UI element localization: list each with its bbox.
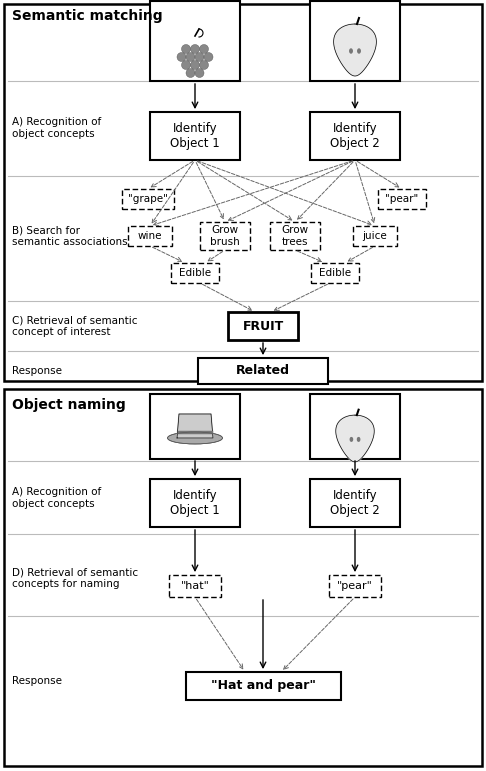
Circle shape — [195, 52, 204, 62]
Ellipse shape — [350, 49, 352, 53]
FancyBboxPatch shape — [311, 263, 359, 283]
Text: Object naming: Object naming — [12, 398, 126, 412]
Text: D) Retrieval of semantic
concepts for naming: D) Retrieval of semantic concepts for na… — [12, 567, 138, 589]
Text: wine: wine — [138, 231, 162, 241]
Circle shape — [204, 52, 213, 62]
FancyBboxPatch shape — [329, 575, 381, 597]
FancyBboxPatch shape — [128, 226, 172, 246]
FancyBboxPatch shape — [186, 672, 341, 700]
Ellipse shape — [358, 49, 360, 53]
Text: A) Recognition of
object concepts: A) Recognition of object concepts — [12, 487, 101, 509]
Text: Edible: Edible — [319, 268, 351, 278]
Circle shape — [177, 52, 186, 62]
Text: Identify
Object 1: Identify Object 1 — [170, 122, 220, 150]
FancyBboxPatch shape — [198, 358, 328, 384]
Text: Response: Response — [12, 366, 62, 376]
Polygon shape — [336, 415, 374, 462]
Circle shape — [191, 45, 199, 53]
FancyBboxPatch shape — [150, 1, 240, 81]
FancyBboxPatch shape — [150, 479, 240, 527]
FancyBboxPatch shape — [353, 226, 397, 246]
Text: Edible: Edible — [179, 268, 211, 278]
Text: Identify
Object 2: Identify Object 2 — [330, 122, 380, 150]
Text: "Hat and pear": "Hat and pear" — [210, 679, 315, 692]
Text: Identify
Object 1: Identify Object 1 — [170, 489, 220, 517]
Text: Grow
brush: Grow brush — [210, 225, 240, 247]
Circle shape — [195, 69, 204, 78]
Circle shape — [181, 45, 191, 53]
FancyBboxPatch shape — [200, 222, 250, 250]
Circle shape — [199, 45, 208, 53]
FancyBboxPatch shape — [310, 393, 400, 459]
Text: FRUIT: FRUIT — [243, 319, 284, 332]
Text: B) Search for
semantic associations: B) Search for semantic associations — [12, 225, 128, 247]
FancyBboxPatch shape — [4, 389, 482, 766]
FancyBboxPatch shape — [270, 222, 320, 250]
FancyBboxPatch shape — [150, 112, 240, 160]
Text: Grow
trees: Grow trees — [281, 225, 309, 247]
Text: Identify
Object 2: Identify Object 2 — [330, 489, 380, 517]
FancyBboxPatch shape — [378, 189, 426, 209]
Polygon shape — [333, 24, 376, 76]
Text: Response: Response — [12, 676, 62, 686]
FancyBboxPatch shape — [310, 112, 400, 160]
Text: C) Retrieval of semantic
concept of interest: C) Retrieval of semantic concept of inte… — [12, 315, 138, 337]
Circle shape — [186, 52, 195, 62]
FancyBboxPatch shape — [122, 189, 174, 209]
Text: "hat": "hat" — [181, 581, 209, 591]
Text: Semantic matching: Semantic matching — [12, 9, 163, 23]
Ellipse shape — [168, 432, 223, 444]
Text: "pear": "pear" — [337, 581, 373, 591]
FancyBboxPatch shape — [171, 263, 219, 283]
Text: juice: juice — [363, 231, 387, 241]
Text: A) Recognition of
object concepts: A) Recognition of object concepts — [12, 117, 101, 139]
Circle shape — [199, 60, 208, 69]
FancyBboxPatch shape — [150, 393, 240, 459]
Ellipse shape — [358, 438, 360, 441]
Text: Related: Related — [236, 365, 290, 378]
Polygon shape — [177, 414, 213, 438]
Text: "pear": "pear" — [385, 194, 418, 204]
FancyBboxPatch shape — [310, 479, 400, 527]
Ellipse shape — [350, 438, 352, 441]
FancyBboxPatch shape — [169, 575, 221, 597]
FancyBboxPatch shape — [4, 4, 482, 381]
Circle shape — [191, 60, 199, 69]
Circle shape — [181, 60, 191, 69]
FancyBboxPatch shape — [228, 312, 298, 340]
FancyBboxPatch shape — [310, 1, 400, 81]
Circle shape — [186, 69, 195, 78]
Text: "grape": "grape" — [128, 194, 168, 204]
